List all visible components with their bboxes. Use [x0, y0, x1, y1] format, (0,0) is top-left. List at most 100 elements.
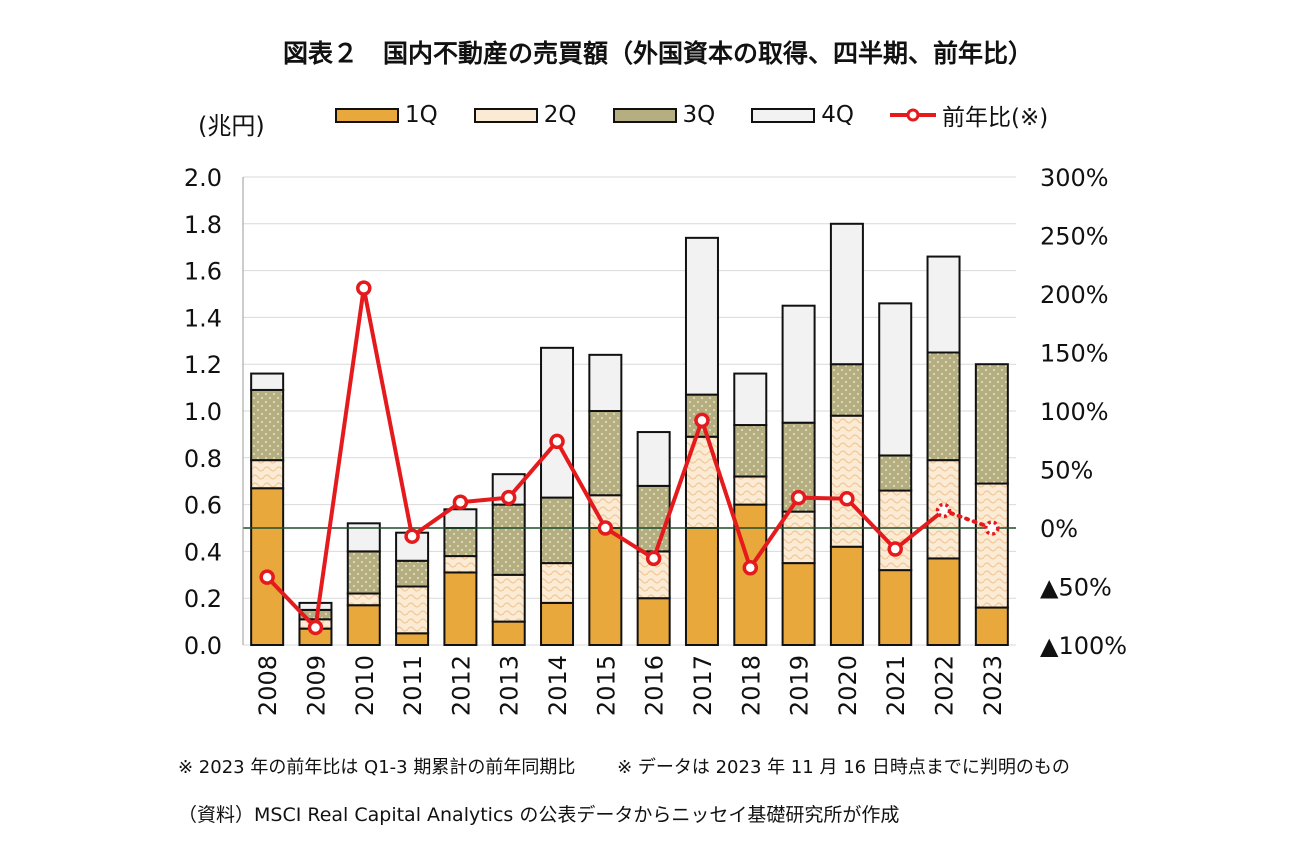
- bar-q3: [346, 550, 381, 595]
- bar-q1: [878, 569, 913, 646]
- bar-q2: [395, 585, 430, 635]
- bar-q2: [540, 562, 575, 604]
- legend-item-yoy: 前年比(※): [890, 98, 1048, 132]
- x-tick-label: 2023: [979, 655, 1007, 716]
- y-right-tick-label: 50%: [1040, 457, 1093, 485]
- bar-q3: [878, 454, 913, 492]
- x-tick-label: 2021: [882, 655, 910, 716]
- bar-q2: [250, 459, 285, 490]
- bar-q4: [636, 431, 671, 487]
- bar-q4: [781, 304, 816, 424]
- y-left-tick-label: 0.8: [184, 445, 222, 473]
- bar-q4: [298, 601, 333, 611]
- y-left-tick-label: 0.0: [184, 632, 222, 660]
- legend-swatch-q4: [751, 107, 816, 123]
- bar-q1: [926, 557, 961, 646]
- bar-q1: [974, 606, 1009, 646]
- bar-q3: [974, 363, 1009, 485]
- yoy-point: [645, 550, 662, 567]
- bar-q3: [636, 484, 671, 553]
- x-tick-label: 2018: [737, 655, 765, 716]
- legend-label-q3: 3Q: [682, 102, 716, 128]
- bar-q1: [443, 571, 478, 647]
- bar-q1: [781, 562, 816, 646]
- x-tick-label: 2014: [544, 655, 572, 716]
- bar-q1: [250, 487, 285, 646]
- bar-q3: [540, 496, 575, 565]
- y-right-tick-label: ▲100%: [1040, 632, 1127, 660]
- bar-q3: [588, 410, 623, 497]
- bar-q3: [733, 424, 768, 478]
- y-right-tick-label: 0%: [1040, 515, 1078, 543]
- legend-swatch-q3: [612, 107, 677, 123]
- y-right-tick-label: 150%: [1040, 340, 1109, 368]
- x-tick-label: 2013: [496, 655, 524, 716]
- x-tick-label: 2010: [351, 655, 379, 716]
- yoy-point: [742, 560, 759, 576]
- bar-q4: [250, 372, 285, 391]
- bar-q1: [540, 601, 575, 647]
- bar-q3: [443, 527, 478, 558]
- bar-q4: [588, 353, 623, 412]
- legend-label-q2: 2Q: [543, 102, 577, 128]
- bar-q3: [926, 351, 961, 462]
- bar-q1: [491, 620, 526, 646]
- x-tick-label: 2022: [931, 655, 959, 716]
- legend-item-q2: 2Q: [473, 102, 577, 128]
- bar-q1: [395, 632, 430, 646]
- yoy-point: [984, 520, 1000, 536]
- bar-q4: [878, 302, 913, 457]
- notes: ※ 2023 年の前年比は Q1-3 期累計の前年同期比 ※ データは 2023…: [178, 753, 1106, 779]
- legend-label-q4: 4Q: [821, 102, 854, 128]
- yoy-point: [887, 541, 903, 557]
- yoy-point: [307, 619, 324, 636]
- bar-q1: [636, 597, 671, 647]
- legend: 1Q 2Q 3Q 4Q 前年比(※): [335, 98, 1048, 132]
- bar-q1: [588, 527, 623, 646]
- yoy-point: [356, 280, 372, 296]
- bar-q2: [781, 510, 816, 565]
- chart-title: 図表２ 国内不動産の売買額（外国資本の取得、四半期、前年比）: [282, 39, 1033, 68]
- y-right-tick-label: ▲50%: [1040, 574, 1112, 602]
- y-right-tick-label: 200%: [1040, 281, 1109, 309]
- y-left-tick-label: 1.4: [184, 304, 222, 332]
- bar-q3: [250, 388, 285, 462]
- bar-q2: [878, 489, 913, 572]
- bar-q2: [443, 555, 478, 574]
- legend-swatch-q1: [335, 107, 399, 123]
- y-right-tick-label: 250%: [1040, 223, 1109, 251]
- x-tick-label: 2017: [689, 655, 717, 716]
- legend-line-yoy: [890, 108, 936, 122]
- y-left-tick-label: 1.6: [184, 258, 222, 286]
- yoy-point: [452, 494, 469, 511]
- legend-label-yoy: 前年比(※): [942, 105, 1049, 131]
- y-left-tick-label: 0.2: [184, 585, 222, 613]
- y-right-tick-label: 300%: [1040, 164, 1109, 192]
- y-right-tick-label: 100%: [1040, 398, 1109, 426]
- yoy-point: [404, 528, 420, 544]
- bar-q2: [974, 482, 1009, 609]
- legend-item-q4: 4Q: [751, 102, 854, 128]
- y-left-tick-label: 0.4: [184, 538, 222, 566]
- bar-q4: [733, 372, 768, 427]
- x-tick-label: 2008: [254, 655, 282, 716]
- bar-q4: [540, 346, 575, 499]
- legend-item-q3: 3Q: [612, 102, 716, 128]
- bar-q3: [395, 559, 430, 588]
- bar-q1: [346, 604, 381, 646]
- bar-q2: [829, 414, 864, 548]
- bar-q2: [491, 573, 526, 623]
- yoy-point: [500, 489, 517, 506]
- left-axis-unit: (兆円): [198, 112, 265, 140]
- bar-q2: [733, 475, 768, 506]
- bar-q1: [684, 527, 719, 646]
- bar-q4: [926, 255, 961, 354]
- yoy-point: [549, 433, 565, 450]
- x-tick-label: 2019: [786, 655, 814, 716]
- x-tick-label: 2015: [592, 655, 620, 716]
- bar-q4: [684, 236, 719, 396]
- note-yoy-basis: ※ 2023 年の前年比は Q1-3 期累計の前年同期比: [178, 757, 576, 778]
- y-left-tick-label: 1.0: [184, 398, 222, 426]
- yoy-point: [839, 491, 855, 507]
- legend-label-q1: 1Q: [405, 102, 438, 128]
